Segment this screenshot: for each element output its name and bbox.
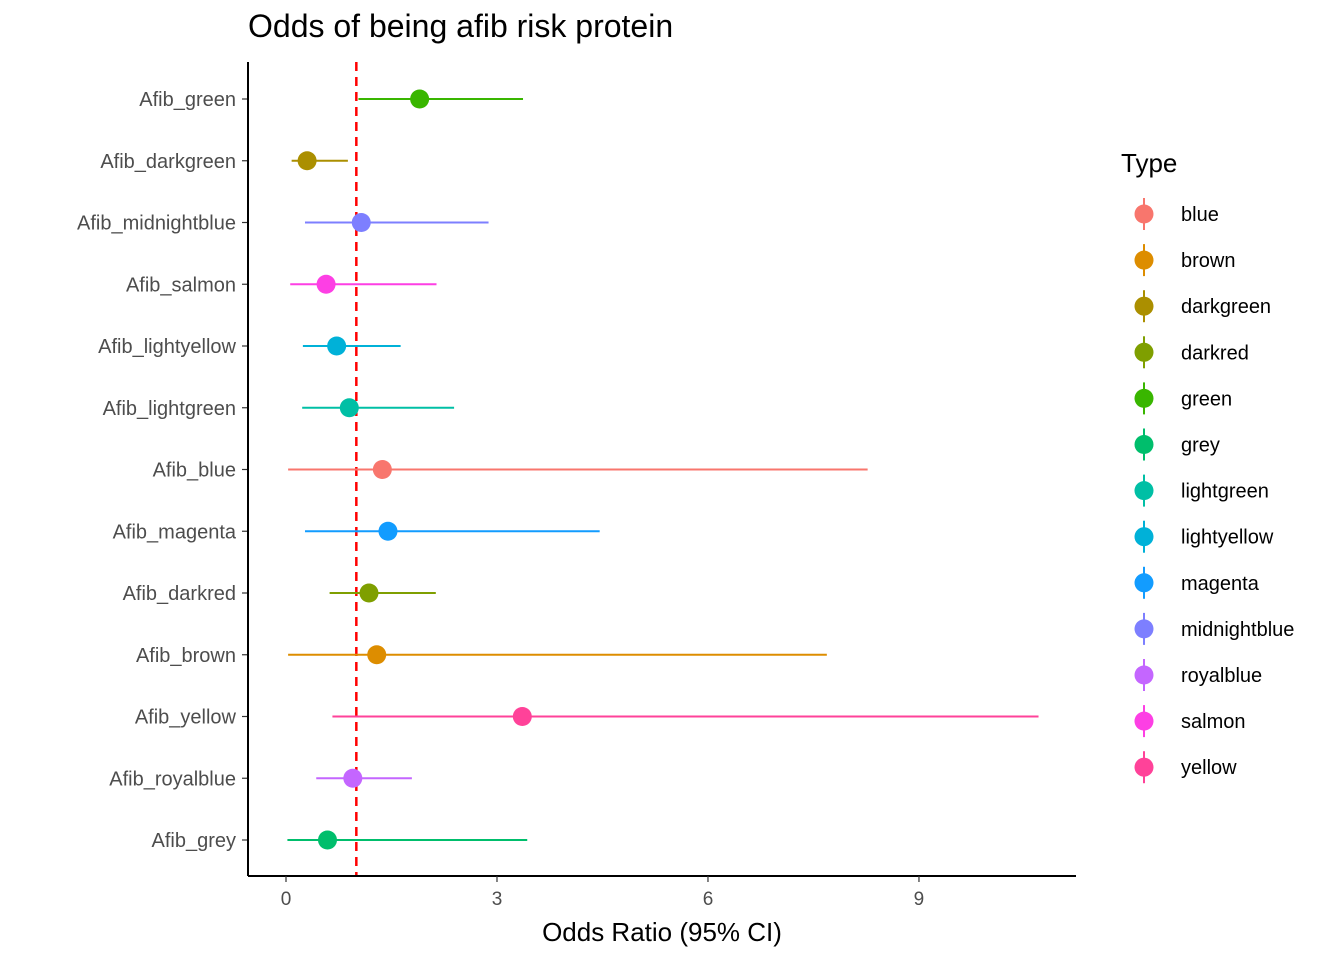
legend-label: blue — [1181, 204, 1219, 226]
point-yellow — [512, 707, 532, 726]
x-tick-label: 3 — [492, 889, 503, 910]
y-tick-label: Afib_brown — [136, 645, 236, 667]
y-tick-label: Afib_green — [139, 89, 236, 111]
points-layer — [297, 89, 532, 850]
point-royalblue — [343, 768, 363, 788]
y-tick-label: Afib_blue — [153, 460, 236, 482]
point-darkred — [359, 583, 379, 603]
legend-label: darkgreen — [1181, 296, 1271, 318]
point-lightyellow — [327, 336, 347, 356]
y-tick-label: Afib_darkred — [123, 583, 236, 605]
axes-layer: Afib_green Afib_darkgreen Afib_midnightblu… — [77, 62, 1076, 947]
legend-key-point-royalblue — [1134, 665, 1154, 685]
y-tick-label: Afib_yellow — [135, 707, 237, 729]
point-salmon — [316, 274, 336, 294]
legend-label: salmon — [1181, 711, 1245, 733]
x-tick-label: 0 — [281, 889, 292, 910]
y-tick-label: Afib_magenta — [113, 521, 237, 543]
legend-key-point-lightgreen — [1134, 481, 1154, 501]
legend-label: green — [1181, 388, 1232, 410]
point-darkgreen — [297, 151, 317, 171]
y-tick-label: Afib_midnightblue — [77, 213, 236, 235]
point-midnightblue — [351, 213, 371, 232]
legend-title: Type — [1121, 148, 1177, 178]
x-axis-label: Odds Ratio (95% CI) — [542, 917, 782, 947]
point-brown — [367, 645, 387, 665]
point-green — [410, 89, 430, 109]
legend-label: magenta — [1181, 573, 1260, 595]
legend-key-point-darkgreen — [1134, 296, 1154, 316]
legend-label: lightgreen — [1181, 481, 1269, 503]
legend-key-point-lightyellow — [1134, 527, 1154, 547]
legend-key-point-yellow — [1134, 757, 1154, 777]
legend-key-point-magenta — [1134, 573, 1154, 593]
point-blue — [372, 460, 392, 479]
legend-label: brown — [1181, 250, 1235, 272]
x-tick-label: 6 — [703, 889, 714, 910]
y-tick-label: Afib_darkgreen — [100, 151, 236, 173]
x-tick-label: 9 — [914, 889, 925, 910]
legend-label: lightyellow — [1181, 527, 1274, 549]
legend-label: midnightblue — [1181, 619, 1294, 641]
legend-key-point-salmon — [1134, 711, 1154, 731]
y-tick-label: Afib_lightyellow — [98, 336, 236, 358]
legend-key-point-grey — [1134, 435, 1154, 454]
point-grey — [317, 830, 337, 850]
point-magenta — [378, 521, 398, 541]
ci-bars-layer — [287, 98, 1039, 841]
legend-label: darkred — [1181, 342, 1249, 364]
legend-key-point-darkred — [1134, 342, 1154, 362]
y-tick-label: Afib_grey — [152, 830, 237, 852]
legend-key-point-green — [1134, 388, 1154, 408]
legend-label: grey — [1181, 435, 1220, 457]
point-lightgreen — [339, 398, 359, 418]
legend-key-point-midnightblue — [1134, 619, 1154, 639]
legend-key-point-brown — [1134, 250, 1154, 270]
y-tick-label: Afib_lightgreen — [103, 398, 236, 420]
legend-label: yellow — [1181, 757, 1237, 779]
legend: Type blue brown darkgreen darkred green grey li… — [1121, 148, 1294, 784]
y-tick-label: Afib_salmon — [126, 274, 236, 296]
legend-key-point-blue — [1134, 204, 1154, 224]
chart-title: Odds of being afib risk protein — [248, 8, 674, 44]
y-tick-label: Afib_royalblue — [109, 768, 236, 790]
legend-label: royalblue — [1181, 665, 1262, 687]
